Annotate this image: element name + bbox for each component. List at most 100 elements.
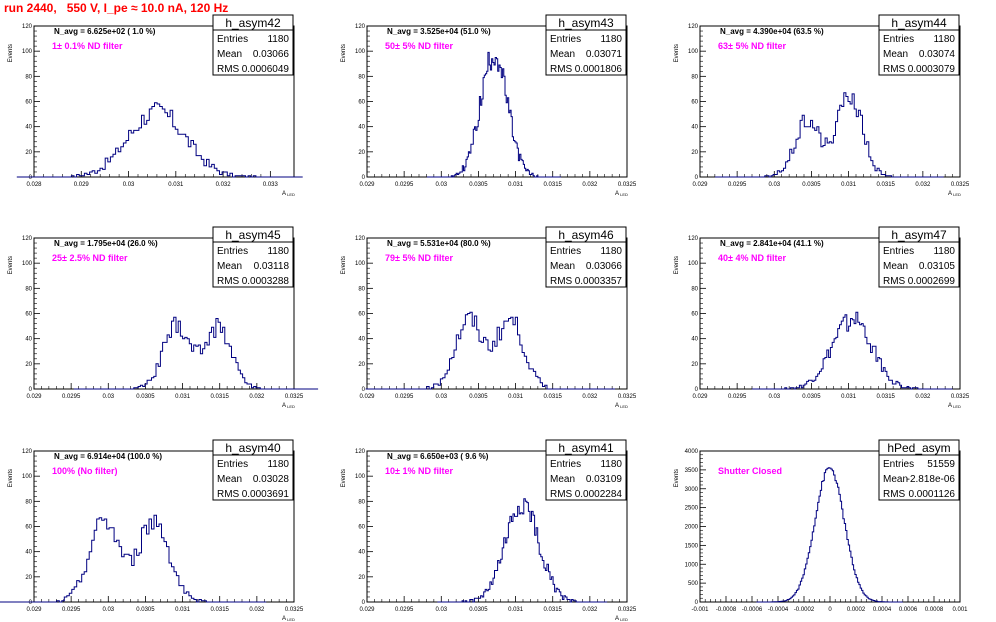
navg-label: N_avg = 4.390e+04 (63.5 %) — [720, 27, 824, 36]
filter-label: 40± 4% ND filter — [718, 253, 786, 263]
x-tick-label: 0.032 — [249, 607, 265, 613]
y-tick-label: 100 — [355, 474, 366, 480]
y-axis-label: Events — [674, 256, 680, 274]
y-tick-label: 20 — [691, 362, 698, 368]
stats-box — [212, 226, 294, 288]
x-axis-label-sub: LED — [619, 404, 628, 409]
stats-value: 0.03109 — [586, 474, 623, 485]
y-axis-label: Events — [8, 44, 14, 62]
x-tick-label: 0.031 — [508, 182, 524, 188]
y-tick-label: 0 — [29, 600, 33, 606]
histogram-line — [16, 102, 303, 178]
x-tick-label: 0.0315 — [877, 394, 896, 400]
stats-value: 0.03118 — [254, 261, 290, 272]
pad-h_asym43: 0 20 40 60 80 100 120 0.029 0.0295 0.03 0.0305 0.03… — [341, 14, 637, 197]
histogram-line — [714, 92, 944, 178]
x-axis-label-sub: LED — [286, 617, 295, 622]
stats-value: 0.0002284 — [575, 489, 623, 500]
y-tick-label: 120 — [355, 449, 366, 455]
x-tick-label: 0.029 — [26, 394, 42, 400]
x-tick-label: 0.0305 — [802, 182, 821, 188]
stats-value: 0.03028 — [253, 474, 290, 485]
stats-label: Mean — [217, 49, 242, 60]
x-axis-label-sub: LED — [952, 192, 961, 197]
stats-label: Entries — [217, 246, 248, 257]
y-tick-label: 100 — [355, 261, 366, 267]
stats-label: Entries — [883, 459, 914, 470]
y-tick-label: 20 — [358, 575, 365, 581]
stats-value: 0.0006049 — [242, 64, 290, 75]
y-tick-label: 80 — [358, 286, 365, 292]
x-tick-label: 0.0325 — [285, 394, 304, 400]
x-tick-label: 0.031 — [841, 394, 857, 400]
x-axis-label: A LED — [615, 616, 628, 622]
stats-value: 0.0003691 — [242, 489, 290, 500]
x-tick-label: 0.032 — [249, 394, 265, 400]
stats-title: hPed_asym — [887, 441, 950, 455]
stats-label: RMS — [217, 489, 240, 500]
x-tick-label: 0.0295 — [395, 182, 414, 188]
stats-value: 0.0002699 — [908, 276, 956, 287]
stats-value: 0.03066 — [253, 49, 290, 60]
stats-label: Mean — [883, 261, 908, 272]
stats-label: Mean — [550, 474, 575, 485]
x-tick-label: 0.031 — [175, 607, 191, 613]
histogram-line — [756, 467, 903, 603]
y-tick-label: 20 — [358, 362, 365, 368]
x-axis-label: A LED — [282, 191, 295, 197]
y-tick-label: 80 — [25, 74, 32, 80]
x-tick-label: 0.032 — [582, 182, 598, 188]
histogram-line — [437, 498, 608, 603]
histogram-line — [73, 316, 319, 390]
y-tick-label: 100 — [688, 261, 699, 267]
x-tick-label: 0.0325 — [618, 182, 637, 188]
x-axis-label-sub: LED — [619, 192, 628, 197]
x-tick-label: 0.029 — [692, 182, 708, 188]
x-tick-label: 0.0295 — [395, 394, 414, 400]
x-tick-label: 0.0008 — [925, 607, 944, 613]
y-tick-label: 120 — [22, 449, 33, 455]
x-tick-label: 0.032 — [582, 607, 598, 613]
y-tick-label: 120 — [355, 24, 366, 30]
filter-label: Shutter Closed — [718, 466, 782, 476]
x-tick-label: 0.03 — [435, 607, 447, 613]
x-tick-label: 0.031 — [508, 394, 524, 400]
filter-label: 50± 5% ND filter — [385, 41, 453, 51]
stats-label: Mean — [217, 474, 242, 485]
x-tick-label: 0.0305 — [136, 607, 155, 613]
x-tick-label: 0.029 — [359, 607, 375, 613]
stats-value: 1180 — [933, 34, 955, 45]
x-axis-label-sub: LED — [286, 404, 295, 409]
stats-box — [212, 14, 294, 76]
filter-label: 100% (No filter) — [52, 466, 118, 476]
x-tick-label: 0.0315 — [544, 394, 563, 400]
y-tick-label: 0 — [362, 175, 366, 181]
x-axis-label: A LED — [615, 191, 628, 197]
stats-value: 1180 — [600, 246, 622, 257]
x-tick-label: 0.0325 — [285, 607, 304, 613]
x-tick-label: 0.033 — [263, 182, 279, 188]
x-tick-label: 0.031 — [508, 607, 524, 613]
y-tick-label: 60 — [25, 525, 32, 531]
x-tick-label: 0.0305 — [802, 394, 821, 400]
navg-label: N_avg = 1.795e+04 (26.0 %) — [54, 239, 158, 248]
stats-label: RMS — [550, 276, 573, 287]
y-tick-label: 1000 — [685, 562, 699, 568]
y-tick-label: 40 — [691, 125, 698, 131]
y-tick-label: 120 — [688, 236, 699, 242]
x-tick-label: 0.0295 — [728, 182, 747, 188]
stats-label: Entries — [883, 34, 914, 45]
pad-h_asym42: 0 20 40 60 80 100 120 0.028 0.029 0.03 0.031 0.032 0… — [8, 14, 303, 197]
x-axis-label-sub: LED — [286, 192, 295, 197]
x-tick-label: -0.001 — [691, 607, 709, 613]
x-tick-label: 0.03 — [102, 607, 114, 613]
x-axis-label: A LED — [615, 403, 628, 409]
stats-label: Entries — [550, 459, 581, 470]
x-tick-label: 0.0325 — [618, 394, 637, 400]
stats-value: 1180 — [267, 246, 289, 257]
x-tick-label: 0.0006 — [899, 607, 918, 613]
y-tick-label: 20 — [691, 150, 698, 156]
y-tick-label: 120 — [22, 236, 33, 242]
x-tick-label: 0.029 — [692, 394, 708, 400]
pad-hPed_asym: 0 500 1000 1500 2000 2500 3000 3500 4000 -0.001 -0… — [674, 439, 968, 613]
